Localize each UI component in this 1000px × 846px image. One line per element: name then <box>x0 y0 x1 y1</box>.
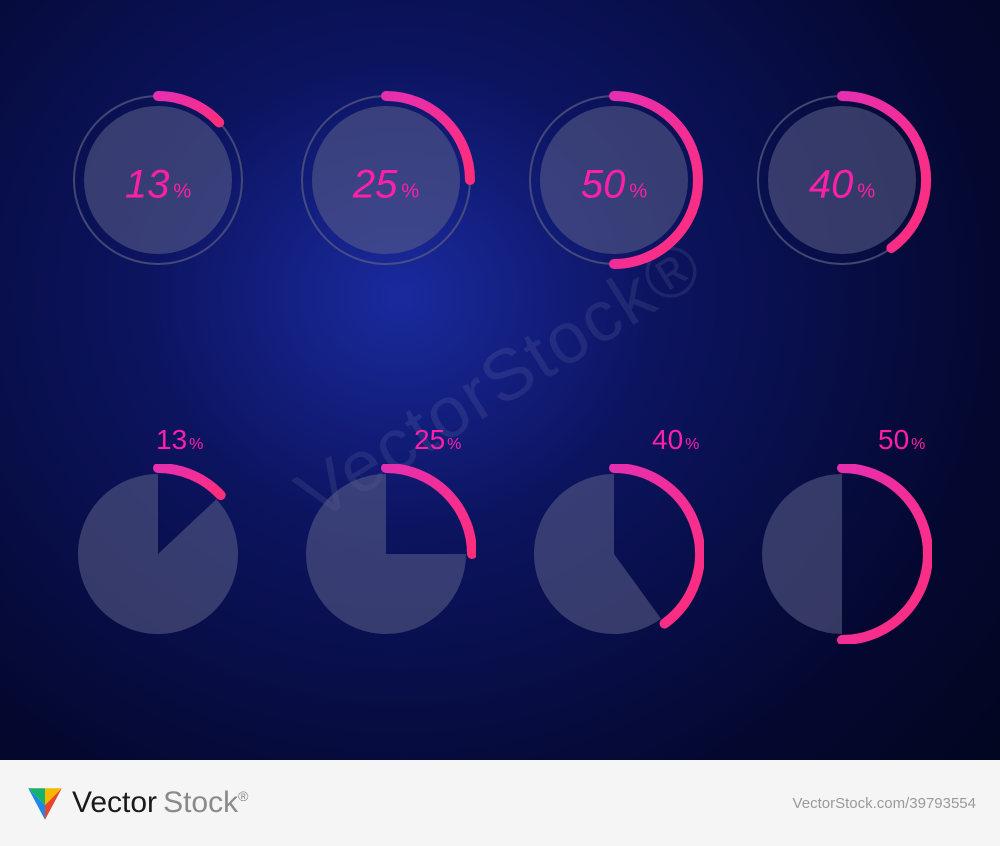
pie-gauge: 25% <box>296 430 476 650</box>
pie-gauge: 40% <box>524 430 704 650</box>
pie-gauge: 50% <box>752 430 932 650</box>
chart-canvas: VectorStock® 13% <box>0 0 1000 760</box>
pie-label: 13% <box>156 424 203 456</box>
brand-sub-text: Stock® <box>163 786 248 820</box>
pie-label: 25% <box>414 424 461 456</box>
gauge-label: 13% <box>125 163 191 208</box>
gauge-label: 40% <box>809 163 875 208</box>
pie-label: 40% <box>652 424 699 456</box>
radial-gauge: 13% <box>68 90 248 280</box>
footer-brand: VectorStock® <box>24 782 248 824</box>
pie-gauge: 13% <box>68 430 248 650</box>
pie-label: 50% <box>878 424 925 456</box>
pie-row: 13% 25% <box>0 430 1000 650</box>
brand-main-text: Vector <box>72 786 157 820</box>
footer-bar: VectorStock® VectorStock.com/39793554 <box>0 760 1000 846</box>
radial-gauge: 40% <box>752 90 932 280</box>
gauge-label: 25% <box>353 163 419 208</box>
brand-logo-icon <box>24 782 66 824</box>
gauge-label: 50% <box>581 163 647 208</box>
radial-gauge: 50% <box>524 90 704 280</box>
radial-progress-row: 13% 25% <box>0 90 1000 280</box>
radial-gauge: 25% <box>296 90 476 280</box>
footer-id: VectorStock.com/39793554 <box>793 795 976 812</box>
